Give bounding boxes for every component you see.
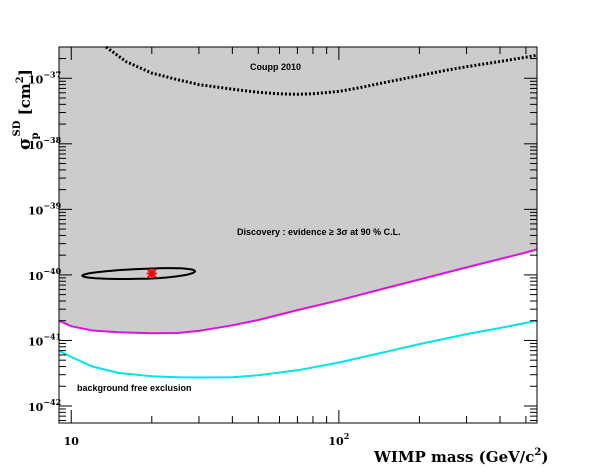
- y-tick-label-0: 10−37: [28, 69, 61, 86]
- y-axis-title-close: ]: [16, 69, 34, 76]
- y-axis-title-sigma: σ: [15, 137, 35, 150]
- best-fit-marker: [146, 268, 157, 279]
- y-tick-label-4: 10−41: [28, 331, 61, 348]
- excluded-region-fill: [59, 47, 537, 334]
- x-axis-title-close: ): [541, 448, 548, 466]
- x-axis-title-main: WIMP mass (GeV/c: [373, 448, 534, 466]
- y-axis-title-unit-sup: 2: [15, 76, 26, 83]
- x-tick-label-0: 10: [64, 435, 80, 448]
- series-line-2: [58, 319, 538, 379]
- y-axis-title-sub: p: [30, 132, 41, 139]
- y-tick-label-2: 10−39: [28, 200, 62, 217]
- x-axis-title-sup: 2: [534, 447, 541, 458]
- annotation-coupp: Coupp 2010: [250, 62, 301, 72]
- y-axis-title: σp SD [cm2]: [12, 69, 41, 150]
- x-axis-title: WIMP mass (GeV/c2): [373, 447, 548, 466]
- ticks-layer: [58, 46, 537, 423]
- y-tick-label-1: 10−38: [28, 135, 62, 152]
- discovery-contour: [81, 267, 197, 280]
- svg-text:σpSD [cm2]: σp SD [cm2]: [12, 69, 41, 150]
- y-axis-title-sup: SD: [12, 120, 23, 136]
- tick-labels-layer: 10 102 10−37 10−38 10−39 10−40 10−41 10−42: [28, 69, 349, 448]
- series-layer: [58, 45, 538, 379]
- annotation-background-free: background free exclusion: [77, 383, 192, 393]
- annotation-discovery: Discovery : evidence ≥ 3σ at 90 % C.L.: [237, 227, 401, 237]
- series-line-0: [105, 45, 538, 96]
- y-tick-label-5: 10−42: [28, 397, 61, 414]
- y-axis-title-unit: [cm: [16, 83, 34, 120]
- series-line-1: [58, 248, 538, 335]
- x-tick-label-1: 102: [328, 431, 349, 448]
- y-tick-label-3: 10−40: [28, 266, 62, 283]
